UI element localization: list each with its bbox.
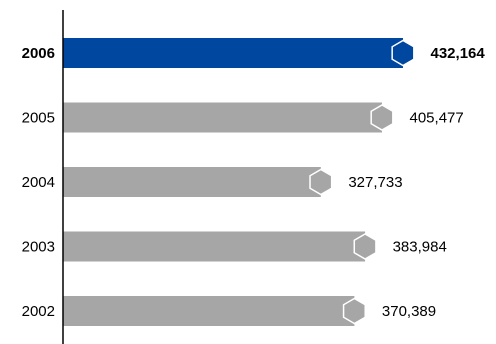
category-label: 2002: [22, 303, 55, 320]
bars-layer: 2006 432,164 2005 405,477 2004 327,733 2003 383…: [22, 38, 486, 326]
bar-end-hexagon: [353, 233, 377, 260]
category-label: 2006: [22, 45, 55, 62]
value-label: 383,984: [393, 239, 447, 256]
bar-end-hexagon: [391, 39, 415, 67]
bar-end-hexagon: [370, 104, 394, 131]
bar: [63, 231, 366, 262]
category-label: 2005: [22, 110, 55, 127]
value-label: 327,733: [348, 174, 402, 191]
value-label: 405,477: [410, 110, 464, 127]
bar: [63, 296, 355, 326]
bar-end-hexagon: [342, 297, 366, 325]
bar: [63, 102, 383, 133]
bar: [63, 167, 321, 197]
category-label: 2003: [22, 239, 55, 256]
bar-end-hexagon: [309, 168, 333, 196]
category-label: 2004: [22, 174, 55, 191]
value-label: 370,389: [382, 303, 436, 320]
value-label: 432,164: [431, 45, 486, 62]
bar: [63, 38, 403, 68]
